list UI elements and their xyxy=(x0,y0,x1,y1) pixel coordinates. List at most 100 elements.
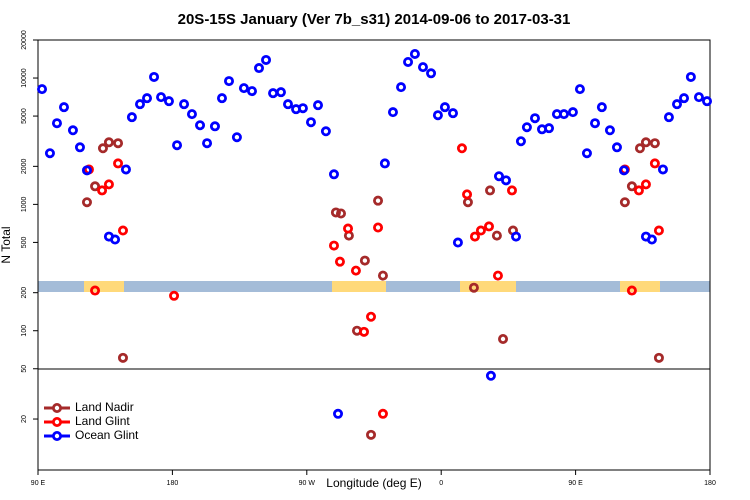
data-point xyxy=(90,181,101,192)
legend-label: Ocean Glint xyxy=(75,428,139,442)
x-tick-label: 90 E xyxy=(31,480,46,487)
data-point xyxy=(456,143,467,154)
data-point xyxy=(149,71,160,82)
data-point xyxy=(97,143,108,154)
data-point xyxy=(297,103,308,114)
data-point xyxy=(439,102,450,113)
data-point xyxy=(37,84,48,95)
y-tick-label: 5000 xyxy=(21,108,28,124)
land-band xyxy=(620,281,660,292)
legend-label: Land Glint xyxy=(75,414,130,428)
data-point xyxy=(334,256,345,267)
data-point xyxy=(373,222,384,233)
data-point xyxy=(216,93,227,104)
data-point xyxy=(604,125,615,136)
data-point xyxy=(653,352,664,363)
data-point xyxy=(626,285,637,296)
data-point xyxy=(469,231,480,242)
y-tick-label: 20000 xyxy=(21,30,28,50)
data-point xyxy=(663,112,674,123)
legend-marker xyxy=(52,430,63,441)
data-point xyxy=(110,234,121,245)
data-point xyxy=(529,113,540,124)
data-point xyxy=(343,223,354,234)
data-point xyxy=(649,138,660,149)
y-tick-label: 200 xyxy=(21,287,28,299)
data-point xyxy=(462,197,473,208)
data-point xyxy=(544,123,555,134)
data-point xyxy=(619,197,630,208)
data-point xyxy=(328,240,339,251)
data-point xyxy=(396,82,407,93)
data-point xyxy=(163,96,174,107)
data-point xyxy=(202,138,213,149)
land-band xyxy=(460,281,516,292)
data-point xyxy=(626,181,637,192)
data-point xyxy=(81,165,92,176)
data-point xyxy=(81,197,92,208)
data-point xyxy=(581,148,592,159)
data-point xyxy=(179,99,190,110)
y-tick-label: 100 xyxy=(21,325,28,337)
data-point xyxy=(312,100,323,111)
data-point xyxy=(633,185,644,196)
data-point xyxy=(649,158,660,169)
data-point xyxy=(485,370,496,381)
data-point xyxy=(515,136,526,147)
data-point xyxy=(231,132,242,143)
data-point xyxy=(387,107,398,118)
data-point xyxy=(58,102,69,113)
data-point xyxy=(432,110,443,121)
data-point xyxy=(671,99,682,110)
legend-marker xyxy=(52,402,63,413)
data-point xyxy=(373,195,384,206)
data-point xyxy=(403,56,414,67)
data-point xyxy=(268,88,279,99)
data-point xyxy=(491,230,502,241)
data-point xyxy=(462,189,473,200)
data-point xyxy=(693,92,704,103)
data-point xyxy=(409,48,420,59)
land-band xyxy=(84,281,124,292)
data-point xyxy=(574,84,585,95)
data-point xyxy=(223,76,234,87)
data-point xyxy=(261,54,272,65)
data-point xyxy=(567,107,578,118)
data-point xyxy=(97,185,108,196)
data-point xyxy=(447,108,458,119)
data-point xyxy=(238,83,249,94)
y-tick-label: 1000 xyxy=(21,196,28,212)
data-point xyxy=(366,311,377,322)
data-point xyxy=(426,68,437,79)
data-point xyxy=(305,117,316,128)
data-point xyxy=(653,225,664,236)
data-point xyxy=(330,207,341,218)
data-point xyxy=(169,290,180,301)
data-point xyxy=(134,99,145,110)
plot-frame xyxy=(37,39,711,471)
data-point xyxy=(103,137,114,148)
data-point xyxy=(195,120,206,131)
x-tick-label: 180 xyxy=(704,480,716,487)
data-point xyxy=(328,169,339,180)
data-point xyxy=(209,121,220,132)
y-tick-label: 2000 xyxy=(21,158,28,174)
data-point xyxy=(475,225,486,236)
data-point xyxy=(596,102,607,113)
data-point xyxy=(126,112,137,123)
data-point xyxy=(358,326,369,337)
data-point xyxy=(74,142,85,153)
data-point xyxy=(501,175,512,186)
legend-label: Land Nadir xyxy=(75,400,134,414)
data-point xyxy=(511,231,522,242)
data-point xyxy=(113,138,124,149)
land-band xyxy=(332,281,386,292)
data-point xyxy=(498,333,509,344)
data-point xyxy=(359,255,370,266)
x-tick-label: 180 xyxy=(167,480,179,487)
data-point xyxy=(117,225,128,236)
data-point xyxy=(113,158,124,169)
legend-marker xyxy=(52,416,63,427)
data-point xyxy=(506,185,517,196)
data-point xyxy=(142,93,153,104)
